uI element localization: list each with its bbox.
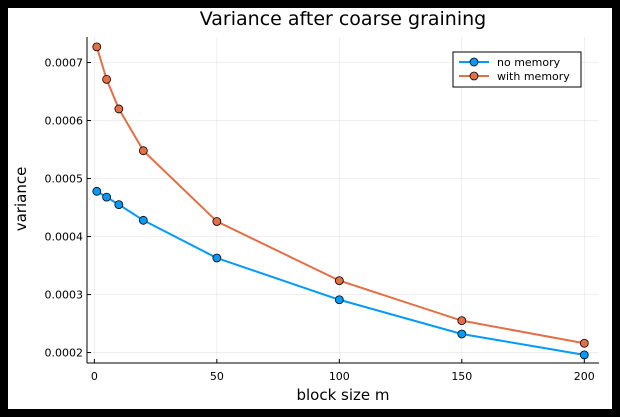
data-point-no-memory — [92, 186, 102, 196]
y-tick-label: 0.0004 — [45, 231, 84, 244]
data-point-no-memory — [102, 192, 111, 202]
tick-labels: 0 50 100 150 200 0.0002 0.0003 0.0004 0.0005 0.00… — [45, 57, 595, 383]
legend-label-with-memory: with memory — [497, 70, 570, 83]
axes — [86, 37, 599, 364]
y-tick-label: 0.0002 — [45, 347, 84, 360]
data-point-with-memory — [579, 338, 589, 348]
data-point-no-memory — [579, 350, 589, 360]
y-axis-label: variance — [12, 167, 30, 232]
series-line-with-memory — [95, 46, 585, 345]
data-point-no-memory — [138, 215, 148, 225]
data-point-with-memory — [334, 276, 344, 286]
legend-label-no-memory: no memory — [497, 56, 561, 69]
legend-swatch-marker-with-memory — [469, 71, 479, 81]
x-tick-label: 100 — [329, 370, 350, 383]
x-tick-label: 50 — [210, 370, 224, 383]
y-tick-label: 0.0005 — [45, 173, 84, 186]
series-points — [92, 42, 589, 360]
data-point-with-memory — [114, 104, 124, 114]
legend-swatch-marker-no-memory — [469, 57, 479, 67]
y-tick-label: 0.0003 — [45, 289, 84, 302]
data-point-with-memory — [102, 74, 111, 84]
x-axis-label: block size m — [296, 386, 389, 404]
data-point-with-memory — [138, 146, 148, 156]
chart-title: Variance after coarse graining — [200, 8, 486, 30]
x-tick-label: 150 — [451, 370, 472, 383]
y-tick-label: 0.0007 — [45, 57, 84, 70]
data-point-with-memory — [212, 217, 222, 226]
data-point-with-memory — [92, 42, 102, 52]
x-tick-label: 0 — [91, 370, 98, 383]
data-point-no-memory — [457, 329, 467, 339]
data-point-no-memory — [114, 200, 124, 210]
x-tick-label: 200 — [574, 370, 595, 383]
data-point-with-memory — [457, 316, 467, 326]
y-tick-label: 0.0006 — [45, 115, 84, 128]
data-point-no-memory — [212, 253, 222, 263]
data-point-no-memory — [334, 295, 344, 305]
